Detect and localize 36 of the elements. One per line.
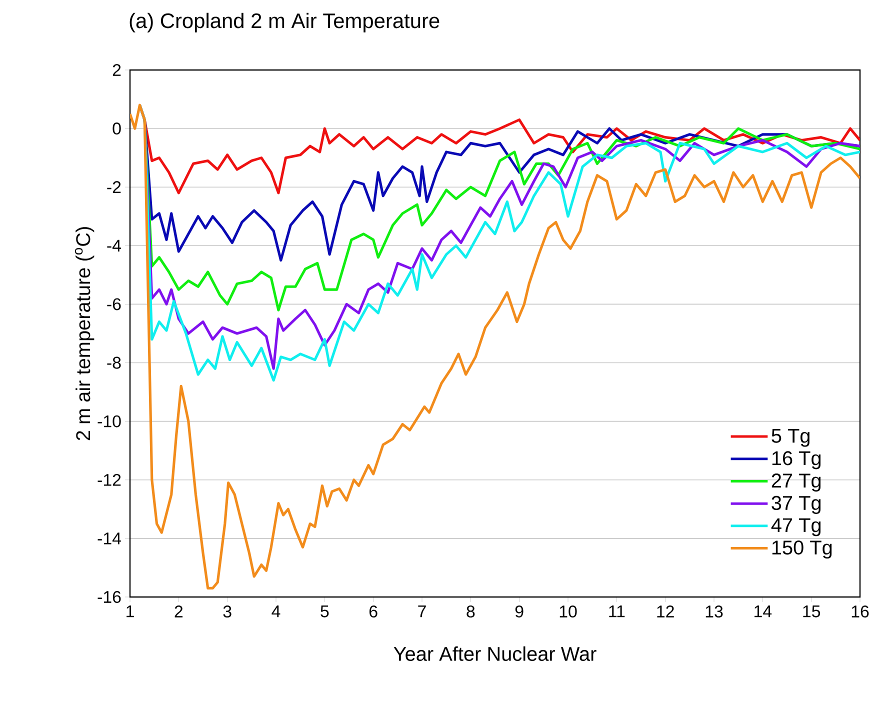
y-tick-label: -12 — [98, 474, 121, 486]
y-tick-label: -8 — [107, 356, 121, 369]
y-tick-label: -10 — [98, 415, 121, 428]
y-tick-label: -14 — [98, 532, 121, 544]
x-tick-label: 5 — [320, 606, 329, 618]
x-axis-title: Year After Nuclear War — [394, 646, 596, 661]
x-tick-label: 8 — [466, 606, 475, 618]
y-axis-title: 2 m air temperature ($^{o}$C) — [75, 227, 94, 440]
y-tick-label: -2 — [107, 181, 121, 194]
legend-label: 5 Tg — [772, 428, 810, 447]
x-tick-label: 4 — [272, 606, 280, 618]
legend-label: 37 Tg — [772, 496, 821, 514]
legend-label: 27 Tg — [772, 474, 821, 492]
x-tick-label: 10 — [560, 606, 577, 618]
x-tick-label: 11 — [609, 606, 625, 618]
chart-title: (a) Cropland 2 m Air Temperature — [130, 12, 440, 32]
y-tick-label: 0 — [112, 122, 121, 135]
legend-label: 16 Tg — [772, 451, 821, 470]
y-tick-label: 2 — [112, 64, 121, 76]
x-tick-label: 14 — [754, 606, 772, 618]
x-tick-label: 6 — [369, 606, 378, 618]
x-tick-label: 7 — [418, 606, 426, 618]
line-series — [130, 104, 860, 590]
x-tick-label: 12 — [657, 606, 674, 618]
x-tick-label: 13 — [706, 606, 723, 618]
x-tick-label: 3 — [223, 606, 232, 618]
legend-label: 150 Tg — [772, 540, 832, 559]
x-tick-label: 16 — [852, 606, 869, 618]
x-tick-label: 1 — [126, 606, 134, 618]
x-tick-label: 2 — [174, 606, 183, 618]
y-tick-label: -6 — [107, 298, 121, 310]
y-tick-label: -16 — [98, 590, 121, 603]
y-tick-label: -4 — [107, 240, 121, 252]
x-tick-label: 9 — [515, 606, 524, 618]
legend-label: 47 Tg — [771, 518, 821, 536]
x-tick-label: 15 — [803, 606, 820, 618]
